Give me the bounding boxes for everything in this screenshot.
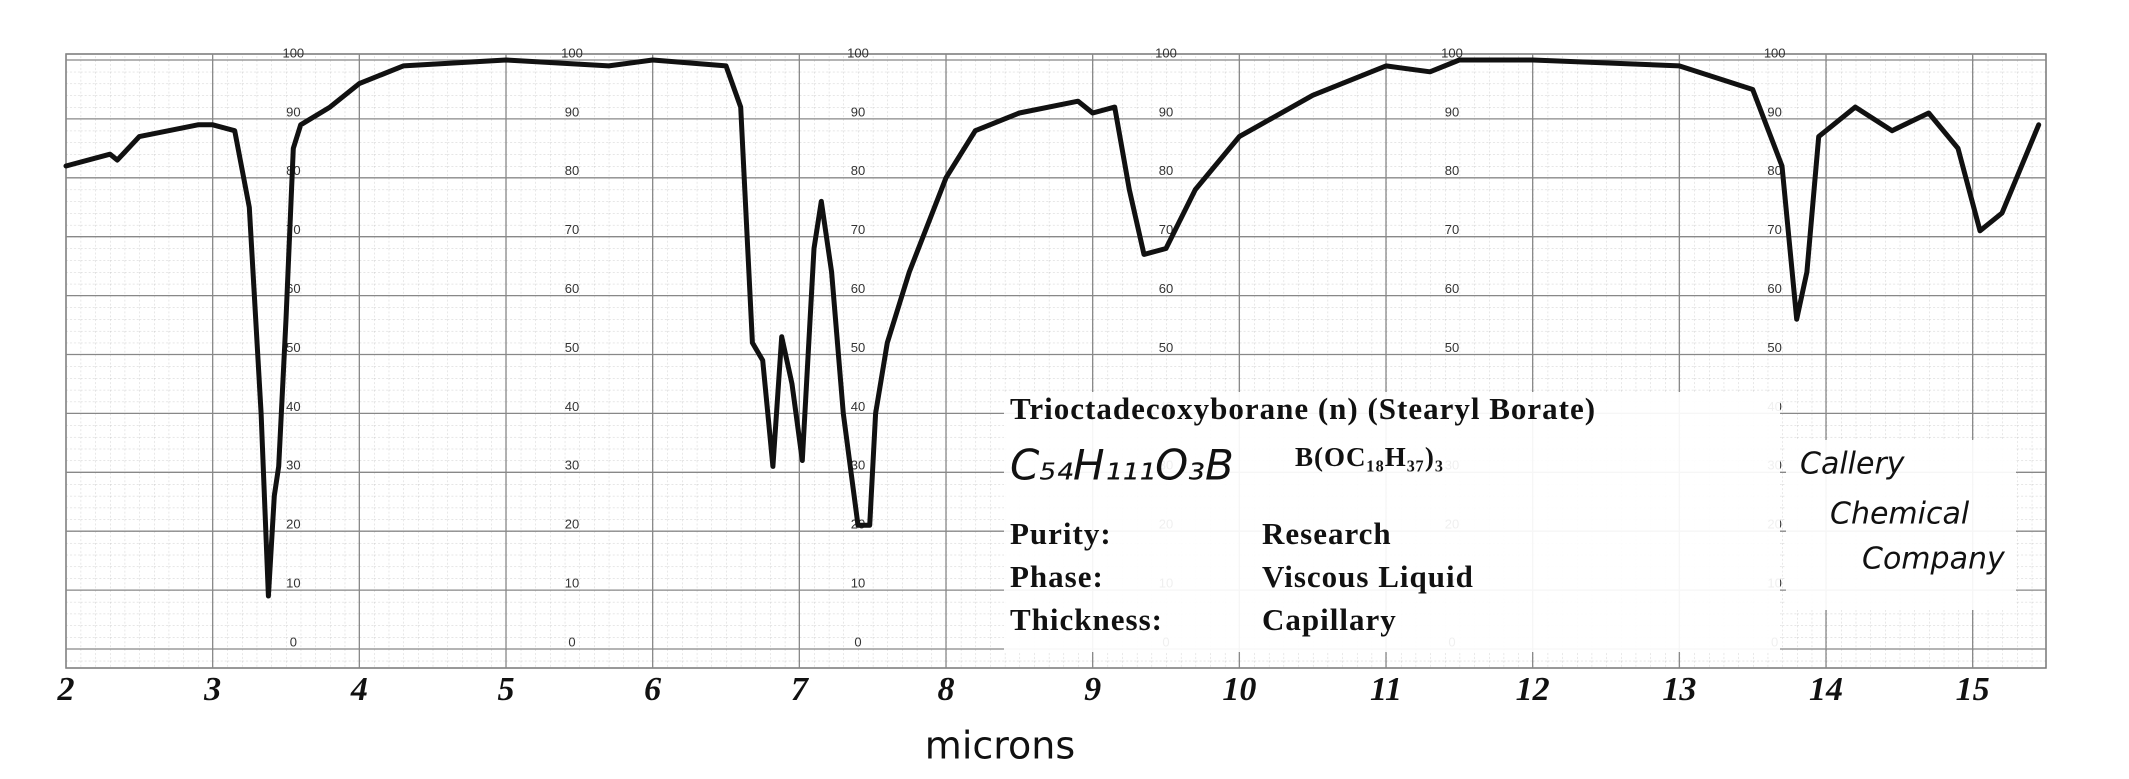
y-tick-label: 70	[1159, 222, 1173, 237]
y-tick-label: 40	[851, 399, 865, 414]
x-tick-label: 7	[791, 671, 810, 708]
y-tick-label: 100	[847, 45, 869, 60]
y-tick-label: 50	[1445, 340, 1459, 355]
y-tick-label: 90	[1767, 104, 1781, 119]
y-tick-label: 60	[1159, 281, 1173, 296]
y-tick-label: 30	[286, 458, 300, 473]
y-tick-label: 50	[565, 340, 579, 355]
y-tick-label: 70	[565, 222, 579, 237]
y-tick-label: 0	[290, 634, 297, 649]
x-tick-label: 8	[938, 671, 955, 708]
y-tick-label: 50	[1159, 340, 1173, 355]
title: Trioctadecoxyborane (n) (Stearyl Borate)	[1010, 391, 1596, 426]
y-tick-label: 90	[1445, 104, 1459, 119]
structure: B(OC₁₈H₃₇)₃	[1295, 442, 1444, 472]
y-tick-label: 100	[1155, 45, 1177, 60]
source-box	[1786, 440, 2016, 610]
y-tick-label: 90	[565, 104, 579, 119]
field-label: Phase:	[1010, 559, 1104, 594]
source-line: Chemical	[1830, 497, 1970, 532]
y-tick-label: 100	[282, 45, 304, 60]
y-tick-label: 80	[1767, 163, 1781, 178]
y-tick-label: 10	[286, 576, 300, 591]
x-tick-label: 6	[644, 671, 661, 708]
y-tick-label: 50	[851, 340, 865, 355]
y-tick-label: 20	[565, 517, 579, 532]
y-tick-label: 10	[851, 576, 865, 591]
field-value: Capillary	[1262, 602, 1397, 637]
y-tick-label: 60	[851, 281, 865, 296]
y-tick-label: 20	[286, 517, 300, 532]
y-tick-label: 70	[1445, 222, 1459, 237]
source-line: Company	[1862, 542, 2006, 577]
y-tick-label: 30	[851, 458, 865, 473]
x-tick-label: 14	[1809, 671, 1843, 708]
y-tick-label: 80	[1445, 163, 1459, 178]
spectrum-line	[63, 57, 2042, 599]
y-tick-label: 0	[568, 634, 575, 649]
y-tick-label: 80	[1159, 163, 1173, 178]
y-tick-label: 100	[1441, 45, 1463, 60]
y-tick-label: 70	[1767, 222, 1781, 237]
x-tick-label: 5	[498, 671, 515, 708]
y-tick-label: 50	[286, 340, 300, 355]
field-label: Purity:	[1010, 516, 1112, 551]
y-tick-label: 80	[565, 163, 579, 178]
y-tick-label: 90	[851, 104, 865, 119]
source-line: Callery	[1800, 447, 1906, 482]
formula: C₅₄H₁₁₁O₃B	[1010, 441, 1234, 490]
field-value: Viscous Liquid	[1262, 559, 1474, 594]
y-tick-label: 60	[1767, 281, 1781, 296]
y-tick-label: 100	[1764, 45, 1786, 60]
y-tick-label: 60	[565, 281, 579, 296]
y-tick-label: 60	[1445, 281, 1459, 296]
x-tick-label: 9	[1084, 671, 1101, 708]
x-tick-label: 3	[203, 671, 221, 708]
curve	[63, 57, 2042, 599]
field-label: Thickness:	[1010, 602, 1163, 637]
x-tick-label: 12	[1516, 671, 1550, 708]
y-tick-label: 100	[561, 45, 583, 60]
y-tick-label: 0	[854, 634, 861, 649]
y-tick-label: 40	[286, 399, 300, 414]
y-tick-label: 70	[851, 222, 865, 237]
x-tick-label: 4	[350, 671, 368, 708]
x-axis-label: microns	[925, 724, 1075, 768]
y-tick-label: 10	[565, 576, 579, 591]
y-tick-label: 90	[286, 104, 300, 119]
y-tick-label: 30	[565, 458, 579, 473]
x-tick-label: 11	[1370, 671, 1402, 708]
y-tick-label: 40	[565, 399, 579, 414]
y-tick-label: 50	[1767, 340, 1781, 355]
x-tick-label: 2	[57, 671, 75, 708]
x-tick-label: 10	[1222, 671, 1256, 708]
x-tick-label: 13	[1662, 671, 1696, 708]
info-box	[1004, 392, 1780, 652]
x-tick-label: 15	[1956, 671, 1990, 708]
y-tick-label: 80	[851, 163, 865, 178]
y-tick-label: 90	[1159, 104, 1173, 119]
field-value: Research	[1262, 516, 1392, 551]
